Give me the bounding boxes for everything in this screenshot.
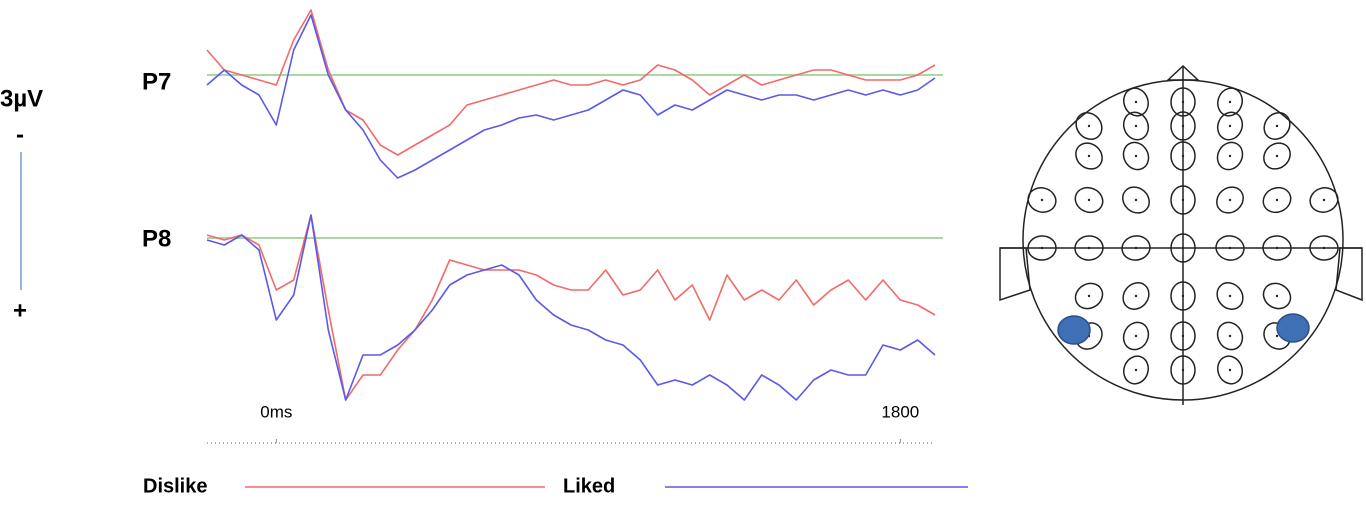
electrode-dot xyxy=(1228,198,1232,202)
electrode-highlight xyxy=(1276,313,1310,343)
electrode xyxy=(1027,187,1057,213)
electrode-dot xyxy=(1322,198,1326,202)
electrode xyxy=(1123,87,1149,117)
electrode-dot xyxy=(1181,100,1185,104)
x-tick-label: 1800 xyxy=(881,402,919,421)
electrode-dot xyxy=(1134,100,1138,104)
electrode-dot xyxy=(1087,154,1091,158)
electrode xyxy=(1170,233,1196,263)
legend-label: Liked xyxy=(563,475,615,497)
waveform xyxy=(206,214,936,401)
electrode-dot xyxy=(1134,334,1138,338)
electrode-dot xyxy=(1228,368,1232,372)
electrode xyxy=(1170,281,1196,311)
legend-label: Dislike xyxy=(143,475,207,497)
electrode xyxy=(1074,186,1104,214)
scale-label: 3µV xyxy=(0,85,43,112)
scale-sign: - xyxy=(16,121,24,148)
panel-title: P8 xyxy=(142,225,171,252)
electrode xyxy=(1216,141,1244,171)
electrode xyxy=(1217,355,1243,385)
electrode xyxy=(1216,321,1244,351)
electrode xyxy=(1074,282,1104,310)
electrode xyxy=(1170,87,1196,117)
electrode-dot xyxy=(1040,246,1044,250)
electrode-dot xyxy=(1134,294,1138,298)
electrode-dot xyxy=(1275,294,1279,298)
electrode xyxy=(1170,141,1196,171)
x-tick-label: 0ms xyxy=(260,402,292,421)
waveform xyxy=(206,9,936,156)
electrode xyxy=(1309,235,1339,261)
electrode xyxy=(1263,142,1291,170)
electrode xyxy=(1027,235,1057,261)
electrode-dot xyxy=(1040,198,1044,202)
electrode xyxy=(1122,141,1150,171)
electrode xyxy=(1121,235,1151,261)
electrode-dot xyxy=(1322,246,1326,250)
head-map xyxy=(999,64,1363,405)
electrode-dot xyxy=(1228,246,1232,250)
electrode-dot xyxy=(1134,198,1138,202)
electrode-dot xyxy=(1181,246,1185,250)
electrode xyxy=(1170,321,1196,351)
electrode xyxy=(1216,186,1244,214)
electrode-dot xyxy=(1134,124,1138,128)
electrode-dot xyxy=(1275,124,1279,128)
left-ear xyxy=(999,247,1031,302)
electrode-dot xyxy=(1181,368,1185,372)
electrode xyxy=(1075,142,1103,170)
electrode-dot xyxy=(1228,334,1232,338)
electrode-dot xyxy=(1087,124,1091,128)
electrode xyxy=(1262,282,1292,310)
electrode xyxy=(1123,355,1149,385)
electrode-dot xyxy=(1134,246,1138,250)
electrode-dot xyxy=(1228,294,1232,298)
electrode-dot xyxy=(1275,334,1279,338)
electrode-dot xyxy=(1181,294,1185,298)
electrode-dot xyxy=(1228,154,1232,158)
electrode-dot xyxy=(1228,100,1232,104)
electrode-dot xyxy=(1275,246,1279,250)
electrode-dot xyxy=(1134,154,1138,158)
electrode-dot xyxy=(1134,368,1138,372)
electrode xyxy=(1309,187,1339,213)
electrode-dot xyxy=(1087,294,1091,298)
electrode xyxy=(1075,112,1103,140)
electrode-dot xyxy=(1087,246,1091,250)
electrode xyxy=(1122,321,1150,351)
electrode-dot xyxy=(1275,154,1279,158)
electrode xyxy=(1170,185,1196,215)
waveform xyxy=(206,14,936,179)
panel-title: P7 xyxy=(142,68,171,95)
electrode xyxy=(1170,355,1196,385)
electrode xyxy=(1122,111,1150,141)
electrode xyxy=(1215,235,1245,261)
electrode xyxy=(1216,111,1244,141)
electrode xyxy=(1170,111,1196,141)
electrode-dot xyxy=(1275,198,1279,202)
electrode-dot xyxy=(1181,198,1185,202)
electrode-dot xyxy=(1181,334,1185,338)
electrode xyxy=(1262,186,1292,214)
electrode-dot xyxy=(1087,198,1091,202)
electrode xyxy=(1074,235,1104,261)
electrode xyxy=(1217,87,1243,117)
electrode-dot xyxy=(1228,124,1232,128)
electrode xyxy=(1262,235,1292,261)
waveform xyxy=(206,214,936,401)
electrode-dot xyxy=(1181,124,1185,128)
electrode xyxy=(1122,282,1150,310)
electrode xyxy=(1216,282,1244,310)
electrode xyxy=(1122,186,1150,214)
electrode-highlight xyxy=(1057,315,1091,345)
scale-sign: + xyxy=(13,297,27,324)
electrode-dot xyxy=(1181,154,1185,158)
electrode xyxy=(1263,112,1291,140)
